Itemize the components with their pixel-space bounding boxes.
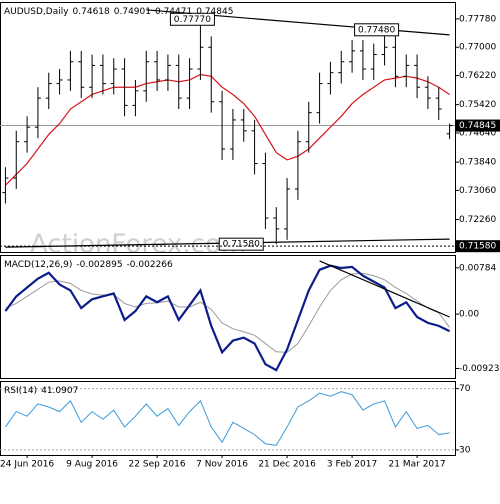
macd-panel: [0, 255, 456, 379]
y-tick-label: 0.73060: [459, 186, 496, 196]
annotation-box: [169, 12, 215, 26]
x-tick-label: 21 Mar 2017: [389, 460, 446, 470]
indicator-value: -0.002266: [127, 260, 173, 270]
macd-line: [4, 264, 451, 372]
y-tick-label: 70: [459, 384, 471, 394]
indicator-value: 41.0907: [41, 386, 78, 396]
ohlc-value: 0.74618: [73, 7, 110, 17]
trendline: [319, 260, 450, 318]
x-tick-label: 9 Aug 2016: [66, 460, 118, 470]
annotation: 0.77770: [174, 15, 211, 25]
annotation-box: [218, 237, 264, 251]
y-tick-label: 0.00: [459, 310, 479, 320]
annotation-box: [354, 23, 400, 37]
y-tick-label: 30: [459, 445, 471, 455]
x-tick-label: 22 Sep 2016: [129, 460, 186, 470]
indicator-name: RSI(14): [4, 386, 37, 396]
price-panel: [0, 2, 456, 253]
price-badge: [456, 240, 500, 253]
rsi-panel: [0, 381, 456, 456]
y-tick-label: 0.77000: [459, 43, 496, 53]
ohlc-value: 0.74901: [114, 7, 151, 17]
indicator-name: MACD(12,26,9): [4, 260, 72, 270]
y-tick-label: 0.74640: [459, 128, 496, 138]
y-tick-label: 0.00784: [459, 263, 496, 273]
y-tick-label: 0.73840: [459, 158, 496, 168]
x-tick-label: 7 Nov 2016: [196, 460, 248, 470]
y-tick-label: 0.77780: [459, 14, 496, 24]
indicator-value: -0.002895: [76, 260, 122, 270]
ohlc-value: 0.74845: [196, 7, 233, 17]
moving-average: [4, 73, 450, 186]
price-badge-label: 0.74845: [459, 121, 496, 131]
panel-title: RSI(14) 41.0907: [4, 386, 78, 396]
x-tick-label: 24 Jun 2016: [0, 460, 54, 470]
signal-line: [5, 272, 450, 353]
y-tick-label: -0.00923: [459, 364, 499, 374]
x-tick-label: 21 Dec 2016: [258, 460, 316, 470]
annotation: 0.71580: [223, 240, 260, 250]
price-badge: [456, 119, 500, 132]
chart-title: AUDUSD,Daily 0.74618 0.74901 0.74471 0.74845: [4, 7, 233, 17]
x-tick-label: 3 Feb 2017: [327, 460, 377, 470]
y-tick-label: 0.75420: [459, 100, 496, 110]
y-tick-label: 0.76220: [459, 71, 496, 81]
y-tick-label: 0.72260: [459, 215, 496, 225]
rsi-line: [5, 391, 450, 446]
price-badge-label: 0.71580: [459, 242, 496, 252]
ohlc-value: 0.74471: [155, 7, 192, 17]
symbol: AUDUSD,Daily: [4, 7, 69, 17]
annotation: 0.77480: [358, 25, 395, 35]
panel-title: MACD(12,26,9) -0.002895 -0.002266: [4, 260, 173, 270]
